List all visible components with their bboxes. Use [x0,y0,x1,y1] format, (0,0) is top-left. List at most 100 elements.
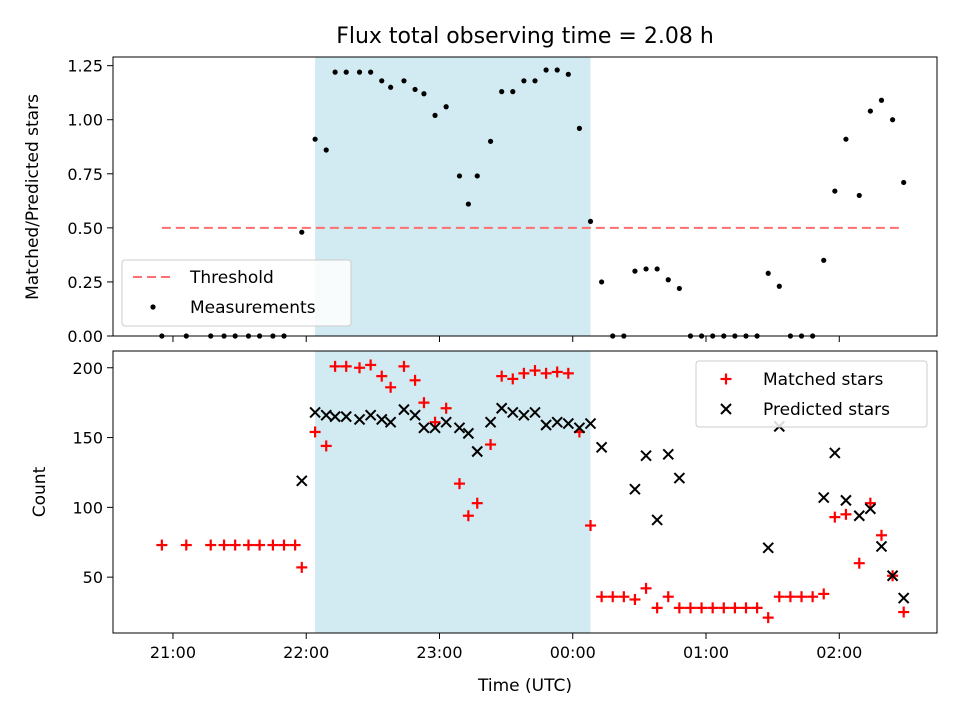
matched-point [267,539,279,551]
measurement-point [643,266,649,272]
matched-point [751,602,763,614]
predicted-point [418,422,430,434]
x-tick-label: 00:00 [550,643,596,662]
measurement-point [599,279,605,285]
predicted-point [398,403,410,416]
predicted-point [540,419,552,431]
measurement-point [821,257,827,263]
chart-title: Flux total observing time = 2.08 h [336,24,714,49]
measurement-point [343,69,349,75]
predicted-point [529,406,541,419]
matched-point [784,591,796,603]
measurement-point [901,179,907,186]
matched-point [707,602,719,614]
predicted-point [818,491,830,504]
measurement-point [368,69,374,75]
bottom-legend-box [695,360,928,428]
matched-point [418,397,430,409]
top-legend: Threshold Measurements [121,259,352,327]
matched-point [864,497,876,509]
measurement-point [532,78,538,84]
matched-point [453,478,465,490]
matched-point [398,360,410,372]
predicted-marker [720,403,732,415]
matched-point [296,561,308,573]
matched-point [840,508,852,520]
bottom-legend: Matched stars Predicted stars [695,360,928,428]
measurement-point [665,277,671,283]
predicted-point [518,409,530,421]
measurement-point [878,97,885,103]
predicted-point [897,592,910,604]
matched-point [773,591,785,603]
measurement-point [412,86,418,93]
bottom-panel: 50 100 150 200 21:00 22:00 23:00 00:00 01:00 02:… [30,350,938,662]
matched-point [496,370,508,382]
measurement-point [388,84,394,90]
y-tick-label: 150 [72,429,103,448]
measurement-point [765,270,771,276]
matched-point [309,426,321,438]
predicted-point [629,483,641,495]
matched-point [596,591,608,603]
measurement-point [401,78,407,84]
legend-threshold-label: Threshold [189,268,274,288]
measurement-point [776,283,782,289]
matched-point [818,588,830,600]
matched-point [540,367,552,379]
predicted-point [340,410,352,423]
measurement-point [332,69,338,75]
predicted-point [595,441,608,454]
matched-point [376,370,388,382]
matched-point [629,593,641,605]
predicted-point [551,416,563,428]
predicted-point [376,413,388,426]
predicted-point [320,409,332,421]
x-tick-label: 22:00 [283,643,329,662]
measurement-point [323,147,329,153]
matched-point [696,602,708,614]
measurement-point [543,67,549,73]
measurement-point [521,78,527,84]
matched-point [365,359,377,371]
predicted-point [364,409,377,421]
matched-point [205,539,217,551]
measurement-point [432,112,438,118]
measurement-point [632,268,638,274]
matched-point [385,381,397,393]
legend-predicted-label: Predicted stars [763,400,890,420]
matched-point [651,602,663,614]
y-tick-label: 1.00 [67,111,103,130]
top-x-tick-marks [172,336,840,342]
top-panel: 0.00 0.25 0.50 0.75 1.00 1.25 Matched/Predict… [23,56,938,346]
y-tick-label: 50 [83,568,103,587]
predicted-point [840,494,852,507]
predicted-point [384,416,397,428]
measurement-point [843,136,849,142]
legend-predicted-swatch [720,403,732,415]
matched-point [529,365,541,377]
matched-point [718,602,730,614]
measurement-point [487,138,494,144]
measurement-point [554,67,560,73]
matched-point [462,510,474,522]
matched-point [898,606,910,618]
predicted-point [329,410,341,423]
matched-marker [720,373,732,385]
matched-point [551,366,563,378]
matched-point [289,539,301,551]
matched-point [640,582,652,594]
predicted-point [651,514,663,526]
y-tick-label: 1.25 [67,57,103,76]
matched-point [156,539,168,551]
predicted-point [584,417,597,430]
matched-point [607,591,619,603]
predicted-point [573,422,586,434]
y-tick-label: 0.25 [67,273,103,292]
measurement-point [856,192,862,199]
measurement-point [474,173,480,179]
matched-point [440,402,452,414]
matched-point [218,539,230,551]
predicted-point [829,447,841,459]
